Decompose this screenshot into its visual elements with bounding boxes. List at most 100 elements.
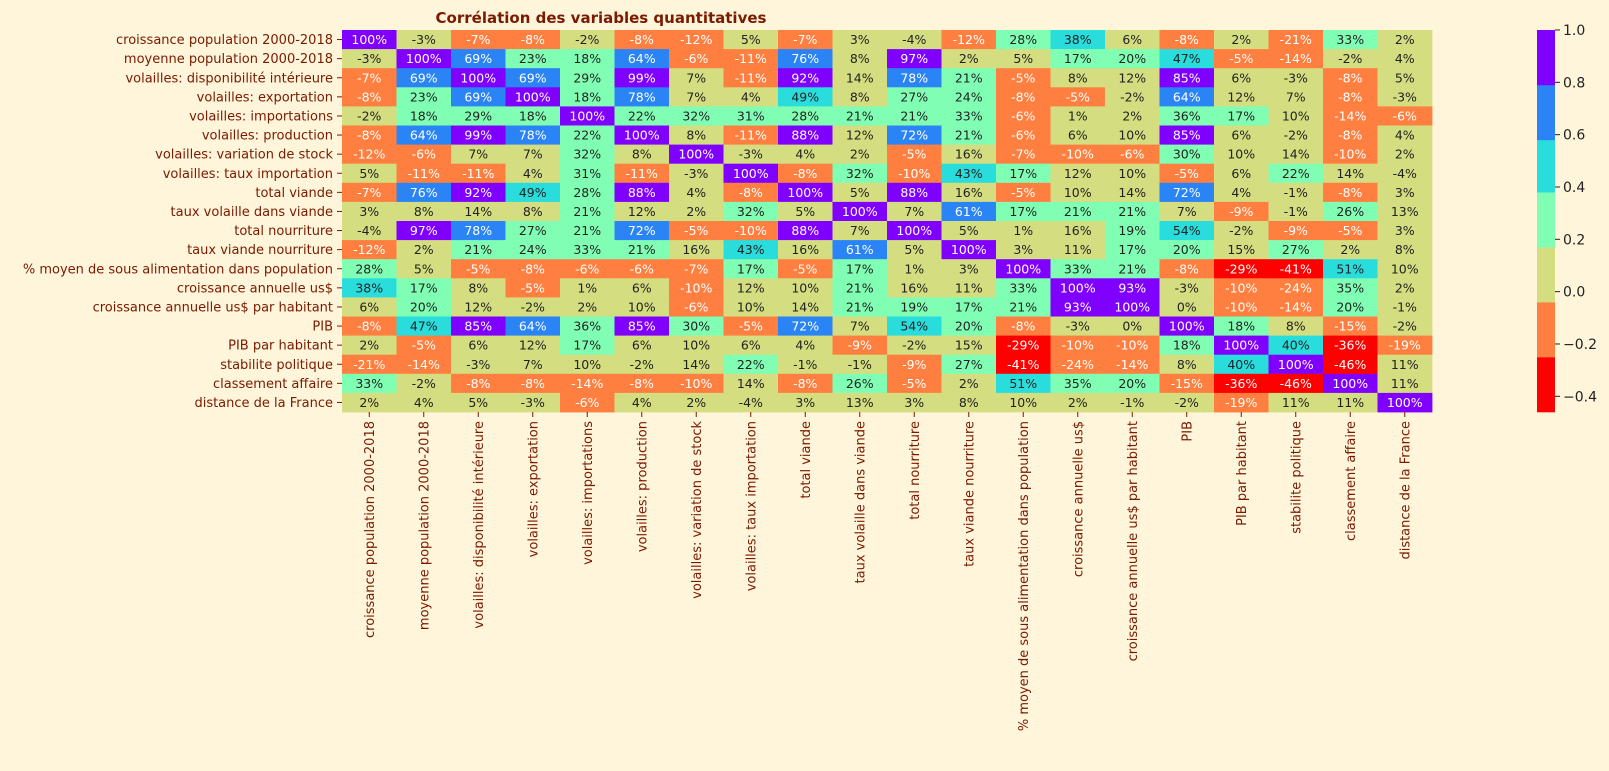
heatmap-cell bbox=[451, 354, 506, 375]
heatmap-cell bbox=[832, 316, 888, 336]
heatmap-cell bbox=[396, 125, 452, 145]
heatmap-cell bbox=[614, 87, 670, 107]
heatmap-cell bbox=[1268, 182, 1324, 203]
heatmap-cell bbox=[1050, 297, 1106, 317]
heatmap-cell bbox=[560, 316, 615, 336]
heatmap-cell bbox=[342, 335, 397, 356]
cell-value-label: -10% bbox=[1225, 280, 1257, 295]
heatmap-cell bbox=[778, 182, 833, 203]
cell-value-label: -10% bbox=[1062, 338, 1094, 353]
heatmap-cell bbox=[1159, 278, 1215, 298]
heatmap-cell bbox=[996, 316, 1051, 336]
cell-value-label: 7% bbox=[523, 357, 543, 372]
heatmap-cell bbox=[1214, 106, 1269, 126]
cell-value-label: 5% bbox=[795, 204, 815, 219]
row-tick-label: volailles: variation de stock bbox=[155, 148, 333, 163]
heatmap-cell bbox=[342, 30, 397, 50]
heatmap-cell bbox=[396, 373, 452, 394]
heatmap-cell bbox=[778, 163, 833, 184]
heatmap-cell bbox=[1050, 87, 1106, 107]
cell-value-label: -10% bbox=[1225, 299, 1257, 314]
cell-value-label: 8% bbox=[523, 204, 543, 219]
heatmap-cell bbox=[505, 335, 561, 356]
heatmap-cell bbox=[778, 278, 833, 298]
cell-value-label: 18% bbox=[1173, 338, 1201, 353]
cell-value-label: 32% bbox=[573, 147, 601, 162]
cell-value-label: -29% bbox=[1225, 261, 1257, 276]
cell-value-label: 88% bbox=[791, 128, 819, 143]
heatmap-cell bbox=[669, 259, 724, 279]
cell-value-label: 88% bbox=[628, 185, 656, 200]
cell-value-label: 24% bbox=[955, 89, 983, 104]
cell-value-label: 7% bbox=[1286, 89, 1306, 104]
heatmap-cell bbox=[396, 335, 452, 356]
row-tick-label: taux volaille dans viande bbox=[171, 205, 333, 220]
heatmap-cell bbox=[778, 49, 833, 69]
heatmap-cell bbox=[1377, 354, 1433, 375]
heatmap-cell bbox=[342, 163, 397, 184]
heatmap-cell bbox=[723, 278, 779, 298]
heatmap-cell bbox=[941, 144, 997, 165]
cell-value-label: -3% bbox=[1175, 280, 1199, 295]
heatmap-cell bbox=[1377, 182, 1433, 203]
cell-value-label: 100% bbox=[460, 70, 496, 85]
cell-value-label: 4% bbox=[632, 395, 652, 410]
heatmap-cell bbox=[723, 354, 779, 375]
cell-value-label: 17% bbox=[737, 261, 765, 276]
heatmap-cell bbox=[451, 49, 506, 69]
heatmap-cell bbox=[451, 335, 506, 356]
cell-value-label: 1% bbox=[1068, 108, 1088, 123]
heatmap-cell bbox=[560, 49, 615, 69]
cell-value-label: 21% bbox=[846, 280, 874, 295]
heatmap-cell bbox=[996, 125, 1051, 145]
cell-value-label: 10% bbox=[1227, 147, 1255, 162]
heatmap-cell bbox=[505, 49, 561, 69]
heatmap-cell bbox=[1268, 259, 1324, 279]
cell-value-label: -14% bbox=[1116, 357, 1148, 372]
cell-value-label: 2% bbox=[1340, 242, 1360, 257]
cell-value-label: -6% bbox=[1393, 108, 1417, 123]
heatmap-cell bbox=[1214, 335, 1269, 356]
heatmap-cell bbox=[396, 30, 452, 50]
heatmap-cell bbox=[1050, 335, 1106, 356]
heatmap-cell bbox=[505, 297, 561, 317]
cell-value-label: 8% bbox=[1395, 242, 1415, 257]
heatmap-cell bbox=[614, 163, 670, 184]
heatmap-cell bbox=[723, 240, 779, 260]
cell-value-label: 2% bbox=[686, 395, 706, 410]
heatmap-cell bbox=[887, 297, 942, 317]
heatmap-cell bbox=[1105, 30, 1160, 50]
cell-value-label: -10% bbox=[680, 280, 712, 295]
heatmap-cell bbox=[996, 68, 1051, 88]
cell-value-label: -8% bbox=[630, 376, 654, 391]
cell-value-label: -5% bbox=[466, 261, 490, 276]
column-tick-label: total nourriture bbox=[908, 421, 923, 520]
colorbar-tick-label: 0.0 bbox=[1563, 285, 1585, 301]
heatmap-cell bbox=[1377, 221, 1433, 241]
heatmap-cell bbox=[887, 163, 942, 184]
cell-value-label: -15% bbox=[1334, 319, 1366, 334]
heatmap-cell bbox=[396, 278, 452, 298]
cell-value-label: 20% bbox=[1336, 299, 1364, 314]
heatmap-cell bbox=[1105, 221, 1160, 241]
heatmap-cell bbox=[1268, 297, 1324, 317]
cell-value-label: -2% bbox=[630, 357, 654, 372]
heatmap-cell bbox=[614, 278, 670, 298]
heatmap-cell bbox=[342, 182, 397, 203]
cell-value-label: -8% bbox=[1338, 185, 1362, 200]
cell-value-label: -11% bbox=[462, 166, 494, 181]
heatmap-cell bbox=[451, 316, 506, 336]
heatmap-cell bbox=[1159, 221, 1215, 241]
heatmap-cell bbox=[1159, 144, 1215, 165]
heatmap-cell bbox=[996, 221, 1051, 241]
heatmap-cell bbox=[396, 240, 452, 260]
row-tick-label: volailles: taux importation bbox=[163, 167, 333, 182]
heatmap-cell bbox=[1377, 392, 1433, 413]
cell-value-label: 6% bbox=[632, 338, 652, 353]
cell-value-label: -2% bbox=[1393, 319, 1417, 334]
column-tick-label: croissance population 2000-2018 bbox=[363, 421, 378, 638]
heatmap-cell bbox=[1050, 278, 1106, 298]
cell-value-label: -7% bbox=[793, 32, 817, 47]
cell-value-label: 88% bbox=[900, 185, 928, 200]
heatmap-cell bbox=[941, 68, 997, 88]
